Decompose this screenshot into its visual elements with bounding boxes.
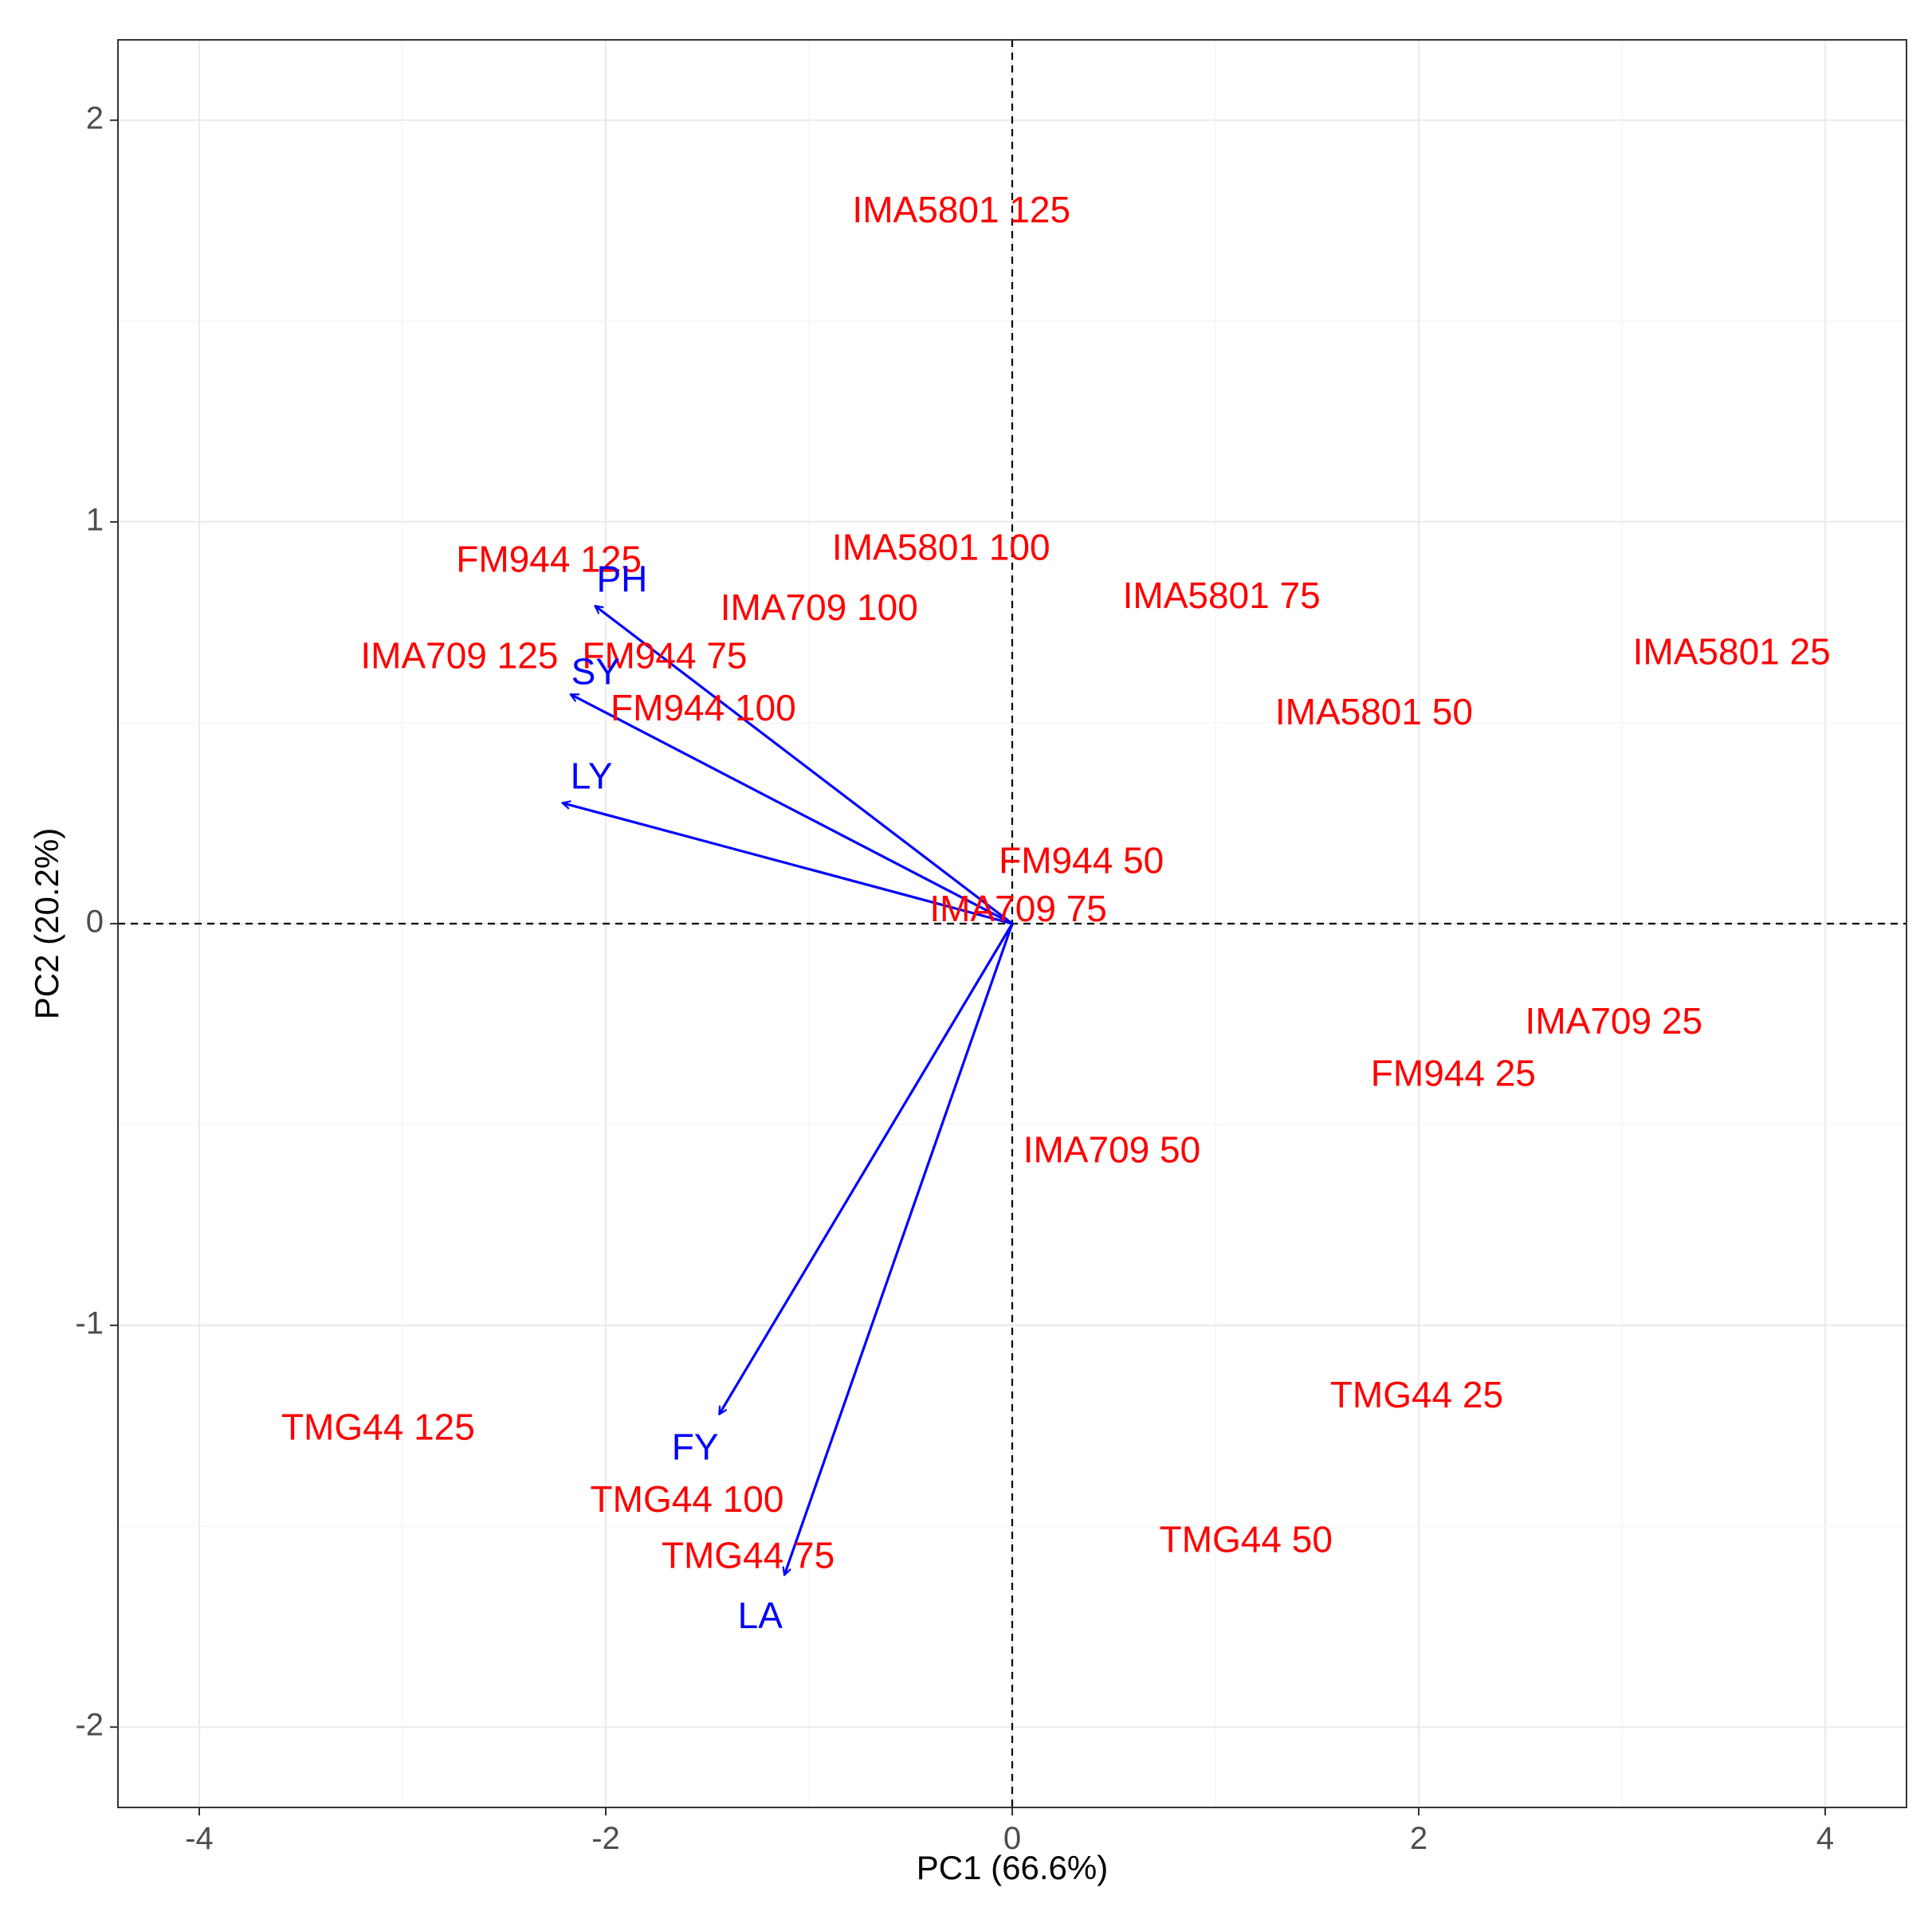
observation-label: IMA709 50 xyxy=(1023,1128,1200,1170)
observation-label: TMG44 75 xyxy=(662,1535,834,1576)
observation-label: IMA5801 50 xyxy=(1275,691,1473,732)
y-tick-label: -1 xyxy=(75,1306,104,1341)
loading-arrow-la xyxy=(784,923,1014,1575)
observation-label: FM944 125 xyxy=(456,538,642,579)
y-axis-title: PC2 (20.2%) xyxy=(28,828,65,1019)
observation-labels: IMA5801 125 IMA5801 100 IMA5801 75 IMA5801 … xyxy=(281,189,1831,1576)
observation-label: TMG44 50 xyxy=(1160,1518,1333,1560)
y-tick-label: 1 xyxy=(86,502,104,537)
variable-label-sy: SY xyxy=(571,651,620,693)
observation-label: IMA5801 75 xyxy=(1123,575,1321,616)
x-tick-label: 4 xyxy=(1816,1821,1834,1856)
loading-arrow-ly xyxy=(563,803,1013,925)
y-tick-label: -2 xyxy=(75,1708,104,1743)
observation-label: FM944 75 xyxy=(582,634,747,676)
observation-label: FM944 25 xyxy=(1371,1053,1536,1094)
axis-ticks: -4 -2 0 2 4 -2 -1 0 1 2 xyxy=(75,100,1834,1856)
observation-label: IMA5801 125 xyxy=(852,189,1070,230)
observation-label: IMA709 100 xyxy=(721,587,918,628)
observation-label: IMA709 75 xyxy=(929,888,1106,929)
observation-label: TMG44 100 xyxy=(591,1478,784,1520)
x-axis-title: PC1 (66.6%) xyxy=(917,1849,1108,1886)
observation-label: FM944 50 xyxy=(999,840,1164,881)
loading-arrow-sy xyxy=(571,695,1013,925)
y-tick-label: 0 xyxy=(86,905,104,940)
x-tick-label: -4 xyxy=(185,1821,214,1856)
observation-label: IMA5801 25 xyxy=(1633,630,1831,672)
x-tick-label: 0 xyxy=(1003,1821,1021,1856)
variable-labels: PH SY LY FY LA xyxy=(571,559,783,1637)
observation-label: TMG44 25 xyxy=(1330,1374,1503,1415)
x-tick-label: 2 xyxy=(1410,1821,1427,1856)
y-tick-label: 2 xyxy=(86,100,104,135)
loading-arrow-fy xyxy=(720,923,1014,1414)
observation-label: IMA709 25 xyxy=(1526,1000,1702,1042)
loading-arrow-ph xyxy=(595,606,1013,925)
variable-label-ph: PH xyxy=(596,559,647,600)
observation-label: IMA5801 100 xyxy=(832,526,1050,567)
observation-label: FM944 100 xyxy=(611,687,796,728)
loading-arrows xyxy=(563,606,1014,1575)
observation-label: TMG44 125 xyxy=(281,1406,475,1447)
variable-label-ly: LY xyxy=(571,755,613,797)
variable-label-fy: FY xyxy=(672,1427,719,1468)
observation-label: IMA709 125 xyxy=(360,634,558,676)
x-tick-label: -2 xyxy=(591,1821,620,1856)
variable-label-la: LA xyxy=(738,1595,783,1636)
